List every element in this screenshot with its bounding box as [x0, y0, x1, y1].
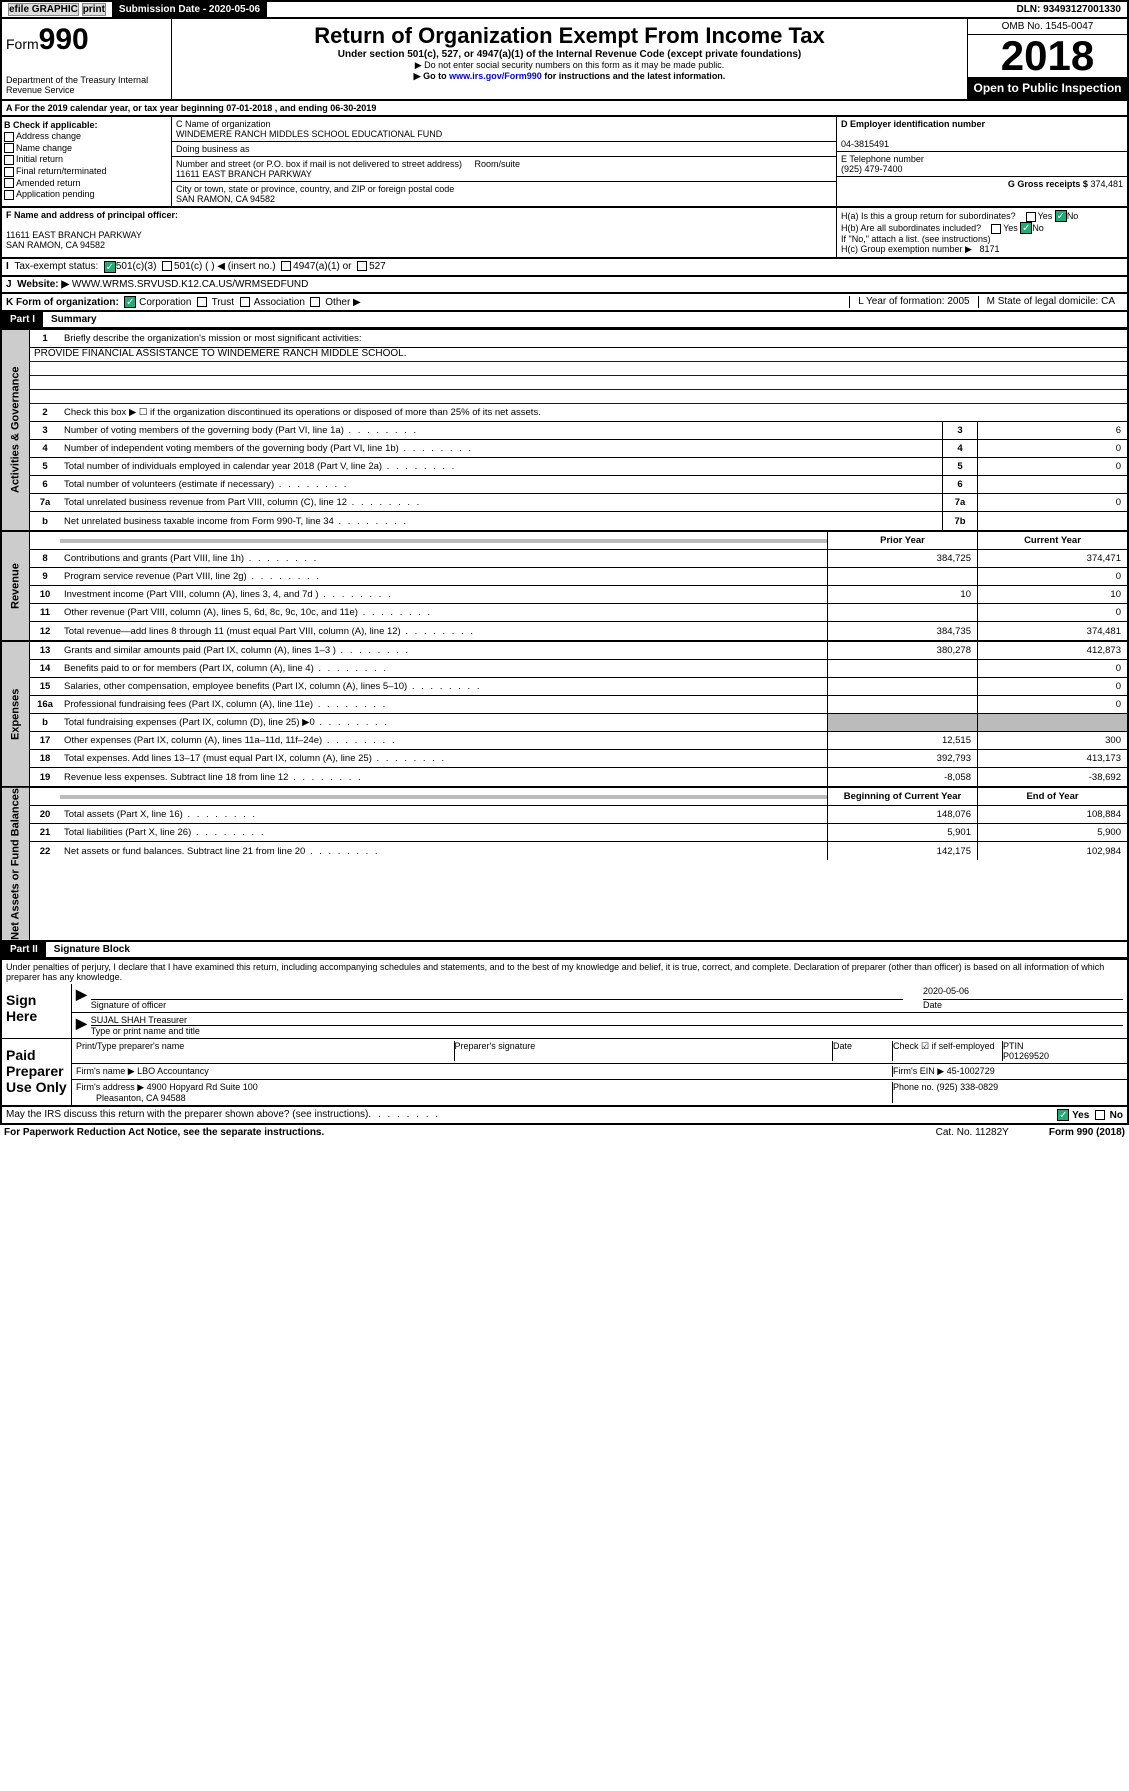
- summary-line: 14Benefits paid to or for members (Part …: [30, 660, 1127, 678]
- summary-line: 18Total expenses. Add lines 13–17 (must …: [30, 750, 1127, 768]
- part-2-header: Part IISignature Block: [0, 942, 1129, 960]
- form-number: Form990: [6, 23, 167, 57]
- perjury-statement: Under penalties of perjury, I declare th…: [0, 960, 1129, 984]
- summary-line: 3Number of voting members of the governi…: [30, 422, 1127, 440]
- summary-line: 12Total revenue—add lines 8 through 11 (…: [30, 622, 1127, 640]
- summary-line: 6Total number of volunteers (estimate if…: [30, 476, 1127, 494]
- check-icon: ✓: [1057, 1109, 1069, 1121]
- side-label-balances: Net Assets or Fund Balances: [2, 788, 30, 940]
- summary-line: 10Investment income (Part VIII, column (…: [30, 586, 1127, 604]
- summary-line: 17Other expenses (Part IX, column (A), l…: [30, 732, 1127, 750]
- line-a: A For the 2019 calendar year, or tax yea…: [0, 101, 1129, 117]
- summary-line: bTotal fundraising expenses (Part IX, co…: [30, 714, 1127, 732]
- website: WWW.WRMS.SRVUSD.K12.CA.US/WRMSEDFUND: [72, 279, 309, 290]
- summary-line: 7aTotal unrelated business revenue from …: [30, 494, 1127, 512]
- summary-line: 11Other revenue (Part VIII, column (A), …: [30, 604, 1127, 622]
- summary-line: 19Revenue less expenses. Subtract line 1…: [30, 768, 1127, 786]
- check-icon: ✓: [104, 261, 116, 273]
- checkbox-icon[interactable]: [4, 167, 14, 177]
- phone: (925) 479-7400: [841, 164, 903, 174]
- side-label-expenses: Expenses: [2, 642, 30, 786]
- expenses-section: Expenses 13Grants and similar amounts pa…: [0, 642, 1129, 788]
- form-header: Form990 Department of the Treasury Inter…: [0, 17, 1129, 101]
- summary-line: 5Total number of individuals employed in…: [30, 458, 1127, 476]
- line-k: K Form of organization: ✓ Corporation Tr…: [0, 294, 1129, 312]
- box-f-h: F Name and address of principal officer:…: [0, 208, 1129, 259]
- check-icon: ✓: [1020, 222, 1032, 234]
- sign-here-label: Sign Here: [2, 984, 72, 1038]
- side-label-governance: Activities & Governance: [2, 330, 30, 530]
- checkbox-icon[interactable]: [4, 143, 14, 153]
- part-1-header: Part ISummary: [0, 312, 1129, 330]
- note-ssn: ▶ Do not enter social security numbers o…: [176, 60, 963, 71]
- summary-line: 4Number of independent voting members of…: [30, 440, 1127, 458]
- summary-line: 13Grants and similar amounts paid (Part …: [30, 642, 1127, 660]
- side-label-revenue: Revenue: [2, 532, 30, 640]
- arrow-icon: ▶: [76, 1015, 87, 1036]
- line-i: I Tax-exempt status: ✓ 501(c)(3) 501(c) …: [0, 259, 1129, 277]
- open-public: Open to Public Inspection: [968, 77, 1127, 99]
- form-subtitle: Under section 501(c), 527, or 4947(a)(1)…: [176, 49, 963, 60]
- ein: 04-3815491: [841, 139, 889, 149]
- efile-button[interactable]: efile GRAPHIC: [8, 3, 79, 16]
- summary-line: 9Program service revenue (Part VIII, lin…: [30, 568, 1127, 586]
- box-d-e-g: D Employer identification number04-38154…: [837, 117, 1127, 206]
- irs-link[interactable]: www.irs.gov/Form990: [449, 71, 542, 81]
- form-title: Return of Organization Exempt From Incom…: [176, 23, 963, 49]
- mission-text: PROVIDE FINANCIAL ASSISTANCE TO WINDEMER…: [30, 348, 1127, 362]
- governance-section: Activities & Governance 1Briefly describ…: [0, 330, 1129, 532]
- paid-preparer-label: Paid Preparer Use Only: [2, 1039, 72, 1105]
- checkbox-icon[interactable]: [4, 190, 14, 200]
- checkbox-icon[interactable]: [4, 155, 14, 165]
- summary-line: 16aProfessional fundraising fees (Part I…: [30, 696, 1127, 714]
- summary-line: 21Total liabilities (Part X, line 26)5,9…: [30, 824, 1127, 842]
- page-footer: For Paperwork Reduction Act Notice, see …: [0, 1125, 1129, 1140]
- box-c: C Name of organizationWINDEMERE RANCH MI…: [172, 117, 837, 206]
- submission-date: Submission Date - 2020-05-06: [113, 2, 267, 17]
- print-button[interactable]: print: [82, 3, 106, 16]
- balances-section: Net Assets or Fund Balances Beginning of…: [0, 788, 1129, 942]
- revenue-section: Revenue Prior YearCurrent Year 8Contribu…: [0, 532, 1129, 642]
- box-b: B Check if applicable: Address change Na…: [2, 117, 172, 206]
- check-icon: ✓: [124, 296, 136, 308]
- summary-line: bNet unrelated business taxable income f…: [30, 512, 1127, 530]
- summary-line: 15Salaries, other compensation, employee…: [30, 678, 1127, 696]
- summary-line: 22Net assets or fund balances. Subtract …: [30, 842, 1127, 860]
- entity-block: B Check if applicable: Address change Na…: [0, 117, 1129, 208]
- checkbox-icon[interactable]: [4, 132, 14, 142]
- dln: DLN: 93493127001330: [1010, 2, 1127, 17]
- dept-treasury: Department of the Treasury Internal Reve…: [6, 75, 167, 95]
- signature-block: Sign Here ▶Signature of officer2020-05-0…: [0, 984, 1129, 1107]
- discuss-row: May the IRS discuss this return with the…: [0, 1107, 1129, 1125]
- note-link: ▶ Go to www.irs.gov/Form990 for instruct…: [176, 71, 963, 82]
- gross-receipts: 374,481: [1090, 179, 1123, 189]
- summary-line: 8Contributions and grants (Part VIII, li…: [30, 550, 1127, 568]
- line-j: J Website: ▶ WWW.WRMS.SRVUSD.K12.CA.US/W…: [0, 277, 1129, 294]
- org-city: SAN RAMON, CA 94582: [176, 194, 275, 204]
- org-address: 11611 EAST BRANCH PARKWAY: [176, 169, 312, 179]
- org-name: WINDEMERE RANCH MIDDLES SCHOOL EDUCATION…: [176, 129, 442, 139]
- check-icon: ✓: [1055, 210, 1067, 222]
- summary-line: 20Total assets (Part X, line 16)148,0761…: [30, 806, 1127, 824]
- arrow-icon: ▶: [76, 986, 87, 1010]
- tax-year: 2018: [968, 35, 1127, 77]
- top-bar: efile GRAPHIC print Submission Date - 20…: [0, 0, 1129, 17]
- checkbox-icon[interactable]: [4, 178, 14, 188]
